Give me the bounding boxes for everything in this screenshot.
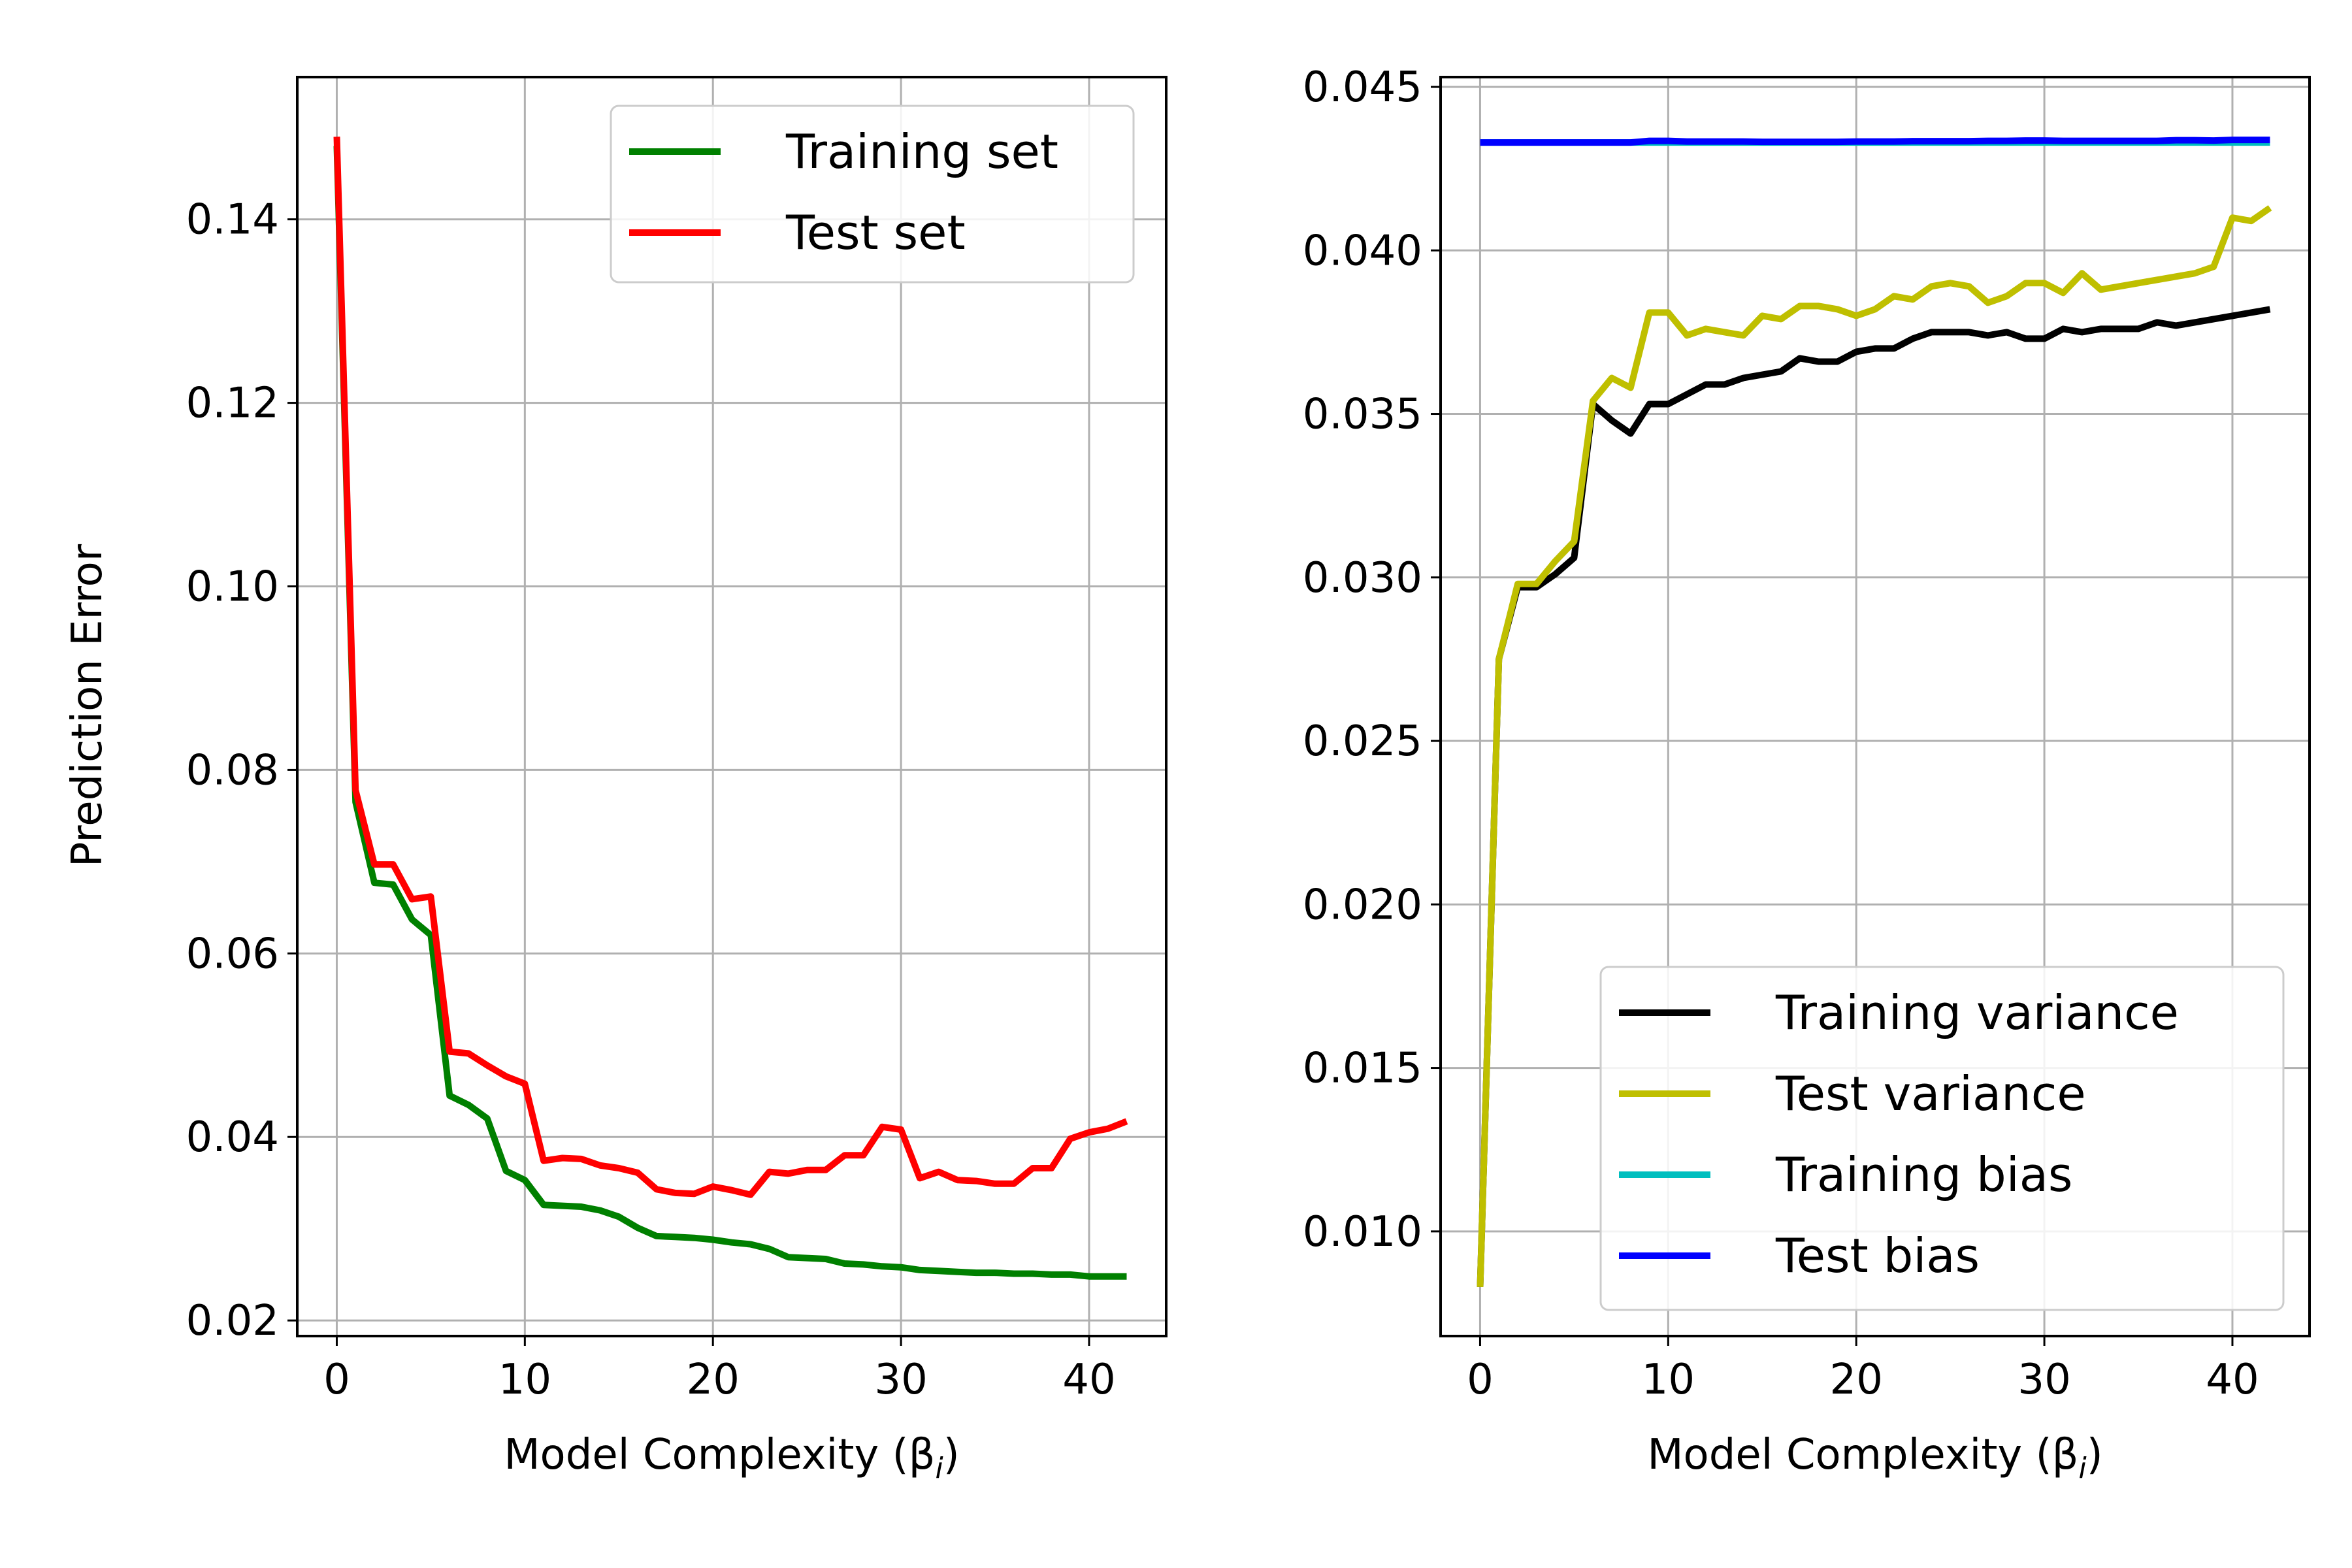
chart-1: 0 10 20 30 40 0.02 0.04 0.06 0.08 0.10 0.12 0.14 Mod… — [63, 76, 1168, 1485]
series-line-test-set — [333, 137, 1128, 1198]
legend-box — [610, 105, 1135, 284]
legend-label: Test set — [785, 205, 966, 260]
x-axis-label: Model Complexity (βi) — [1647, 1431, 2102, 1485]
y-tick-label: 0.020 — [1303, 881, 1422, 929]
y-tick-label: 0.08 — [186, 746, 280, 794]
legend-label: Test variance — [1775, 1066, 2086, 1121]
axes-frame — [1439, 76, 2311, 1337]
y-axis-label: Prediction Error — [63, 544, 112, 867]
x-tick-label: 10 — [1642, 1356, 1695, 1404]
series-line-test-variance — [1477, 205, 2272, 1288]
x-tick-label: 0 — [1467, 1356, 1494, 1404]
y-tick-label: 0.025 — [1303, 717, 1422, 766]
legend-label: Training bias — [1775, 1147, 2072, 1202]
x-tick-label: 20 — [1829, 1356, 1882, 1404]
x-tick-label: 30 — [874, 1356, 927, 1404]
y-tick-label: 0.10 — [186, 563, 280, 612]
x-tick-label: 40 — [2206, 1356, 2259, 1404]
y-tick-label: 0.12 — [186, 380, 280, 428]
y-tick-label: 0.015 — [1303, 1045, 1422, 1093]
series-line-test-bias — [1480, 137, 2270, 146]
y-tick-label: 0.04 — [186, 1113, 280, 1162]
y-tick-label: 0.14 — [186, 196, 280, 244]
y-tick-label: 0.035 — [1303, 391, 1422, 439]
y-tick-label: 0.045 — [1303, 63, 1422, 112]
legend-label: Training variance — [1775, 985, 2179, 1040]
legend-box — [1599, 966, 2285, 1311]
chart-2: 0 10 20 30 40 0.010 0.015 0.020 0.025 0.030 0.035 0… — [1303, 63, 2311, 1485]
y-tick-label: 0.030 — [1303, 554, 1422, 602]
y-tick-label: 0.010 — [1303, 1208, 1422, 1256]
x-tick-label: 40 — [1062, 1356, 1115, 1404]
series-line-training-variance — [1477, 306, 2271, 1288]
y-tick-label: 0.02 — [186, 1297, 280, 1345]
legend-label: Test bias — [1775, 1228, 1980, 1283]
x-tick-label: 10 — [498, 1356, 551, 1404]
x-tick-label: 30 — [2017, 1356, 2070, 1404]
x-tick-label: 0 — [323, 1356, 350, 1404]
y-tick-label: 0.06 — [186, 930, 280, 978]
y-tick-label: 0.040 — [1303, 227, 1422, 275]
x-axis-label: Model Complexity (βi) — [504, 1431, 959, 1485]
axes-frame — [296, 76, 1168, 1337]
x-tick-label: 20 — [686, 1356, 739, 1404]
series-line-training-set — [333, 146, 1127, 1280]
legend-label: Training set — [785, 124, 1058, 179]
